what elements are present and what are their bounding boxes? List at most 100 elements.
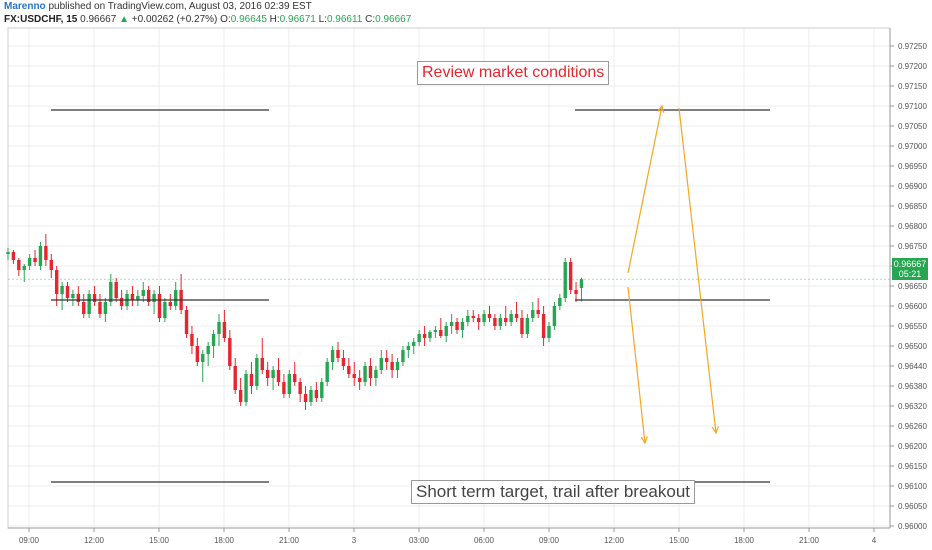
y-tick-label: 0.96380 (898, 382, 927, 391)
candle-body (341, 358, 346, 366)
x-tick-label: 21:00 (279, 536, 300, 545)
candle-body (390, 362, 394, 370)
candle-body (509, 314, 513, 322)
horizontal-levels[interactable] (51, 109, 770, 483)
candle-body (336, 350, 340, 358)
candle-body (195, 346, 200, 362)
candle-body (347, 366, 351, 374)
ohlc-legend: FX:USDCHF, 15 0.96667 ▲ +0.00262 (+0.27%… (4, 14, 411, 25)
candles (6, 234, 890, 410)
y-tick-label: 0.96750 (898, 242, 927, 251)
annotation-target[interactable]: Short term target, trail after breakout (411, 480, 696, 504)
candle-body (233, 366, 237, 390)
y-tick-label: 0.96100 (898, 482, 927, 491)
candle-body (136, 296, 140, 300)
candle-body (190, 334, 194, 346)
time-axis[interactable]: 09:00 12:00 15:00 18:00 21:00 3 03:00 06:00 09:0… (8, 527, 890, 545)
candle-body (76, 294, 81, 302)
high-value: 0.96671 (279, 14, 316, 25)
x-tick-label: 15:00 (669, 536, 690, 545)
arrowhead-icon (657, 104, 665, 113)
symbol-label[interactable]: FX:USDCHF, 15 (4, 14, 78, 25)
last-price: 0.96667 (80, 14, 117, 25)
candle-body (238, 390, 243, 402)
publish-info: Marenno published on TradingView.com, Au… (4, 1, 312, 12)
candle-body (574, 290, 578, 294)
y-tick-label: 0.96850 (898, 202, 927, 211)
candle-body (152, 294, 156, 302)
candle-body (298, 382, 302, 394)
candle-body (444, 326, 448, 336)
publish-text: published on TradingView.com, August 03,… (45, 1, 312, 12)
candle-body (303, 394, 308, 402)
x-tick-label: 21:00 (799, 536, 820, 545)
projection-arrows[interactable] (627, 104, 719, 445)
candle-body (374, 370, 378, 378)
y-tick-label: 0.96800 (898, 222, 927, 231)
candle-body (325, 362, 329, 382)
candle-body (352, 374, 356, 378)
candle-body (27, 258, 32, 266)
x-tick-label: 3 (352, 536, 357, 545)
candle-body (82, 302, 86, 314)
candle-body (455, 322, 459, 330)
y-tick-label: 0.97250 (898, 42, 927, 51)
candle-body (439, 330, 443, 336)
candle-body (520, 318, 524, 334)
arrowhead-icon (711, 426, 719, 435)
candle-body (476, 318, 481, 322)
x-tick-label: 15:00 (149, 536, 170, 545)
x-tick-label: 06:00 (474, 536, 495, 545)
candle-body (33, 258, 37, 262)
author-name[interactable]: Marenno (4, 1, 46, 12)
candle-body (466, 316, 470, 322)
candle-body (293, 374, 297, 382)
candle-body (217, 322, 221, 334)
candle-body (368, 366, 373, 378)
candle-body (174, 290, 178, 306)
candle-body (130, 294, 135, 300)
annotation-review[interactable]: Review market conditions (417, 61, 610, 85)
bar-timer-text: 05:21 (899, 269, 922, 279)
candle-body (385, 358, 389, 362)
y-tick-label: 0.96550 (898, 322, 927, 331)
candle-body (271, 370, 275, 378)
candle-body (406, 346, 411, 350)
low-label: L: (318, 14, 327, 25)
open-label: O: (220, 14, 231, 25)
candle-body (157, 294, 162, 318)
candle-body (60, 286, 64, 294)
arrow-line (627, 286, 646, 444)
candle-body (525, 318, 530, 334)
candle-body (103, 302, 108, 314)
grid-lines (8, 28, 890, 528)
candle-body (428, 332, 432, 338)
candle-body (433, 330, 438, 332)
y-tick-label: 0.96320 (898, 402, 927, 411)
candle-body (260, 358, 264, 370)
candle-body (558, 298, 562, 306)
candle-body (401, 350, 405, 362)
y-tick-label: 0.97050 (898, 122, 927, 131)
current-price-text: 0.96667 (894, 259, 927, 269)
candle-body (536, 310, 540, 314)
candle-body (222, 322, 227, 338)
candle-body (244, 374, 248, 402)
candle-body (17, 260, 21, 270)
candle-body (282, 382, 286, 394)
x-tick-label: 03:00 (409, 536, 430, 545)
candle-body (22, 266, 26, 270)
candle-body (141, 290, 145, 296)
y-tick-label: 0.96200 (898, 442, 927, 451)
y-tick-label: 0.96000 (898, 522, 927, 531)
x-tick-label: 4 (872, 536, 877, 545)
open-value: 0.96645 (230, 14, 267, 25)
candle-body (211, 334, 216, 346)
candle-body (487, 314, 492, 318)
current-price-marker: 0.96667 05:21 (892, 258, 928, 280)
x-tick-label: 18:00 (214, 536, 235, 545)
candle-body (38, 246, 43, 266)
candle-body (206, 346, 210, 354)
candle-body (547, 326, 551, 338)
